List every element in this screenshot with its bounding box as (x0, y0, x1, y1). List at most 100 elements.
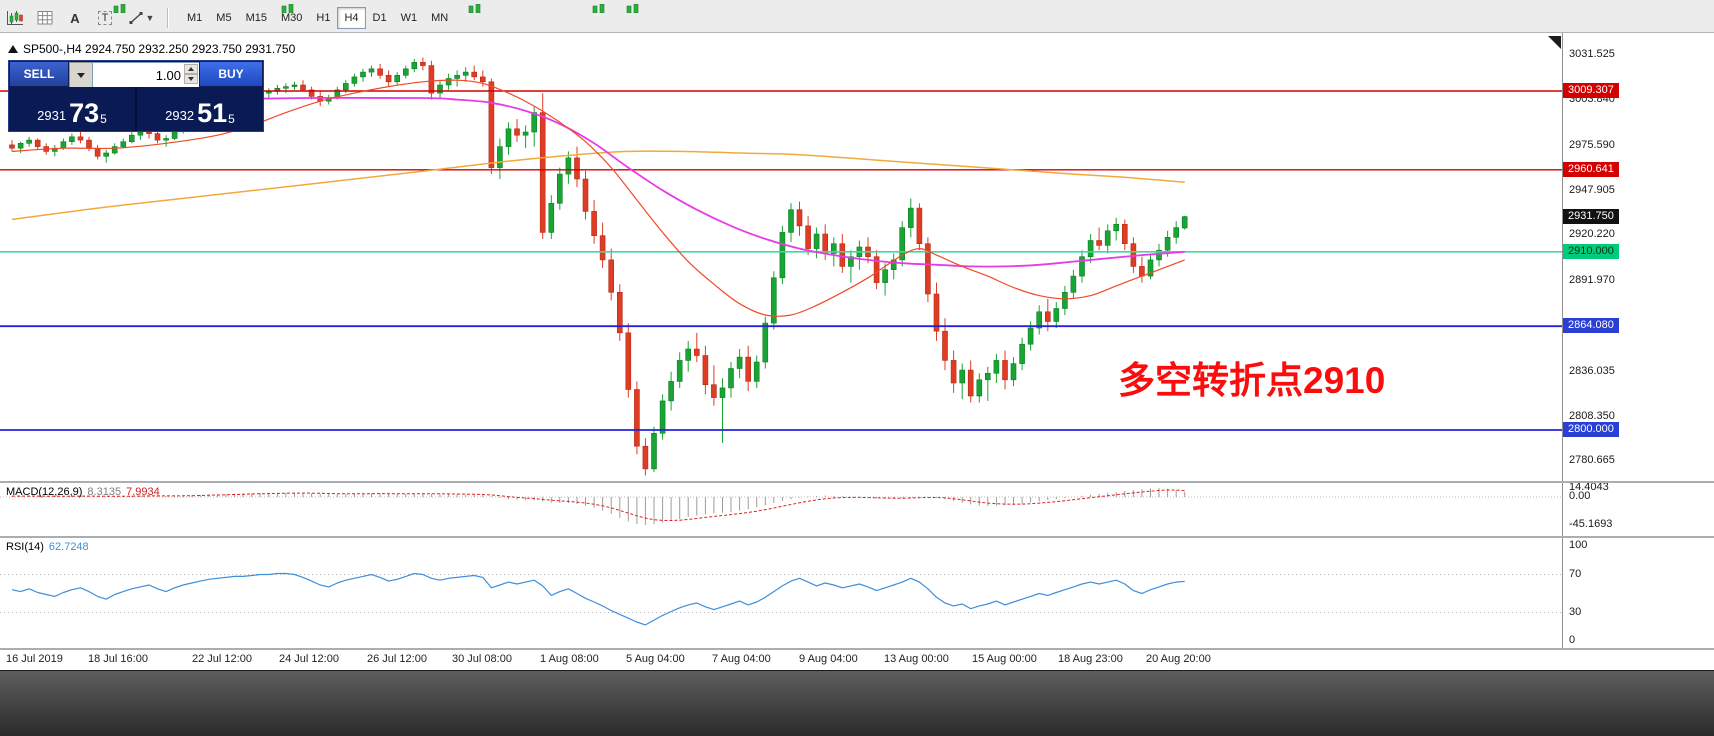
clipped-toolbar-icon-fragment (468, 0, 482, 18)
ma-fast-red (11, 79, 1185, 317)
chevron-down-icon: ▼ (145, 13, 155, 23)
letter-t: T (97, 11, 113, 25)
sell-button[interactable]: SELL (9, 61, 69, 87)
collapse-trade-panel-icon[interactable] (8, 45, 18, 53)
timeframe-button-h1[interactable]: H1 (309, 7, 337, 29)
rsi-axis-label: 100 (1569, 539, 1588, 551)
volume-field-wrap (92, 62, 200, 88)
chart-shift-marker-icon[interactable] (1548, 36, 1561, 49)
buy-price-sup: 5 (228, 112, 235, 126)
price-axis-label: 2836.035 (1569, 364, 1615, 377)
time-axis-label: 5 Aug 04:00 (626, 653, 685, 665)
time-axis[interactable]: 16 Jul 2019 18 Jul 16:00 22 Jul 12:00 24 Ju… (0, 650, 1714, 670)
toolbar-separator (167, 8, 169, 28)
rsi-panel-canvas[interactable] (0, 538, 1562, 648)
rsi-value: 62.7248 (48, 541, 89, 553)
time-axis-label: 20 Aug 20:00 (1146, 653, 1211, 665)
macd-title: MACD(12,26,9) 8.3135 7.9934 (6, 486, 160, 498)
clipped-toolbar-icon-fragment (592, 0, 606, 18)
volume-spinner (184, 64, 198, 84)
buy-price[interactable]: 2932 51 5 (137, 87, 263, 131)
chart-candles-icon[interactable] (1, 5, 29, 31)
time-axis-label: 30 Jul 08:00 (452, 653, 512, 665)
price-badge: 2960.641 (1563, 161, 1619, 177)
panel-separator[interactable] (0, 536, 1714, 538)
price-badge: 2800.000 (1563, 422, 1619, 437)
chart-candles-glyph (7, 11, 23, 25)
text-label-icon[interactable]: A (61, 5, 89, 31)
macd-axis-label: -45.1693 (1569, 518, 1613, 530)
price-axis-label: 3031.525 (1569, 48, 1615, 60)
clipped-toolbar-icon-fragment (626, 0, 640, 18)
price-badge: 2931.750 (1563, 208, 1619, 224)
time-axis-label: 16 Jul 2019 (6, 653, 63, 665)
buy-button[interactable]: BUY (199, 61, 263, 87)
sell-price[interactable]: 2931 73 5 (9, 87, 135, 131)
text-box-icon[interactable]: T (91, 5, 119, 31)
time-axis-label: 18 Jul 16:00 (88, 653, 148, 665)
time-axis-label: 9 Aug 04:00 (799, 653, 858, 665)
ma-mid-magenta (11, 96, 1185, 268)
timeframe-button-h4[interactable]: H4 (337, 7, 366, 29)
timeframe-button-mn[interactable]: MN (424, 7, 455, 29)
grid-icon[interactable] (31, 5, 59, 31)
chevron-down-icon (77, 72, 85, 78)
rsi-title: RSI(14) 62.7248 (6, 541, 89, 553)
rsi-axis-label: 30 (1569, 605, 1582, 618)
time-axis-label: 1 Aug 08:00 (540, 653, 599, 665)
volume-input[interactable] (93, 63, 185, 87)
time-axis-label: 18 Aug 23:00 (1058, 653, 1123, 665)
sell-price-big: 73 (69, 98, 100, 128)
panel-separator[interactable] (0, 481, 1714, 483)
rsi-axis-label: 0 (1569, 634, 1576, 646)
time-axis-label: 7 Aug 04:00 (712, 653, 771, 665)
line-studies-icon[interactable]: ▼ (121, 5, 161, 31)
chart-text-annotation[interactable]: 多空转折点2910 (1118, 360, 1386, 401)
macd-main-value: 8.3135 (87, 486, 122, 498)
trade-panel-prices: 2931 73 5 2932 51 5 (9, 87, 263, 131)
time-axis-label: 15 Aug 00:00 (972, 653, 1037, 665)
sell-price-prefix: 2931 (37, 108, 67, 123)
timeframe-button-m5[interactable]: M5 (209, 7, 238, 29)
timeframe-button-m1[interactable]: M1 (180, 7, 209, 29)
trendline-glyph (129, 12, 143, 24)
timeframe-button-m30[interactable]: M30 (274, 7, 309, 29)
trade-panel-controls: SELL BUY (9, 61, 263, 88)
price-axis-label: 2808.350 (1569, 409, 1615, 422)
time-axis-label: 22 Jul 12:00 (192, 653, 252, 665)
price-chart-canvas[interactable] (0, 32, 1562, 481)
price-axis-label: 2947.905 (1569, 183, 1615, 196)
buy-price-big: 51 (197, 98, 228, 128)
buy-price-prefix: 2932 (165, 108, 195, 123)
clipped-toolbar-icon-fragment (113, 0, 127, 18)
volume-decrease-button[interactable] (184, 74, 198, 84)
macd-axis-label: 0.00 (1569, 490, 1591, 502)
price-badge: 3009.307 (1563, 83, 1619, 98)
price-axis[interactable]: 3031.525 3003.840 2975.590 2947.905 2920.220… (1562, 32, 1714, 648)
timeframe-button-w1[interactable]: W1 (394, 7, 425, 29)
price-axis-label: 2920.220 (1569, 228, 1615, 241)
sell-price-sup: 5 (100, 112, 107, 126)
rsi-axis-label: 70 (1569, 567, 1582, 580)
time-axis-label: 13 Aug 00:00 (884, 653, 949, 665)
macd-signal-value: 7.9934 (126, 486, 160, 498)
panel-separator (0, 648, 1714, 650)
macd-label: MACD(12,26,9) (6, 486, 83, 498)
price-axis-label: 2975.590 (1569, 138, 1615, 151)
clipped-toolbar-icon-fragment (281, 0, 295, 18)
timeframe-button-d1[interactable]: D1 (366, 7, 394, 29)
rsi-label: RSI(14) (6, 541, 44, 553)
timeframe-toolbar: M1 M5 M15 M30 H1 H4 D1 W1 MN (180, 7, 455, 29)
macd-panel-canvas[interactable] (0, 483, 1562, 536)
timeframe-button-m15[interactable]: M15 (239, 7, 274, 29)
symbol-header: SP500-,H4 2924.750 2932.250 2923.750 293… (8, 42, 295, 56)
price-axis-label: 2891.970 (1569, 274, 1615, 287)
volume-increase-button[interactable] (184, 64, 198, 74)
volume-dropdown-button[interactable] (69, 62, 93, 88)
toolbar: A T ▼ M1 M5 M15 M30 H1 H4 D1 W1 MN (0, 0, 1714, 33)
price-badge: 2910.000 (1563, 243, 1619, 259)
time-axis-label: 26 Jul 12:00 (367, 653, 427, 665)
price-badge: 2864.080 (1563, 318, 1619, 334)
symbol-ohlc-text: SP500-,H4 2924.750 2932.250 2923.750 293… (23, 42, 296, 56)
